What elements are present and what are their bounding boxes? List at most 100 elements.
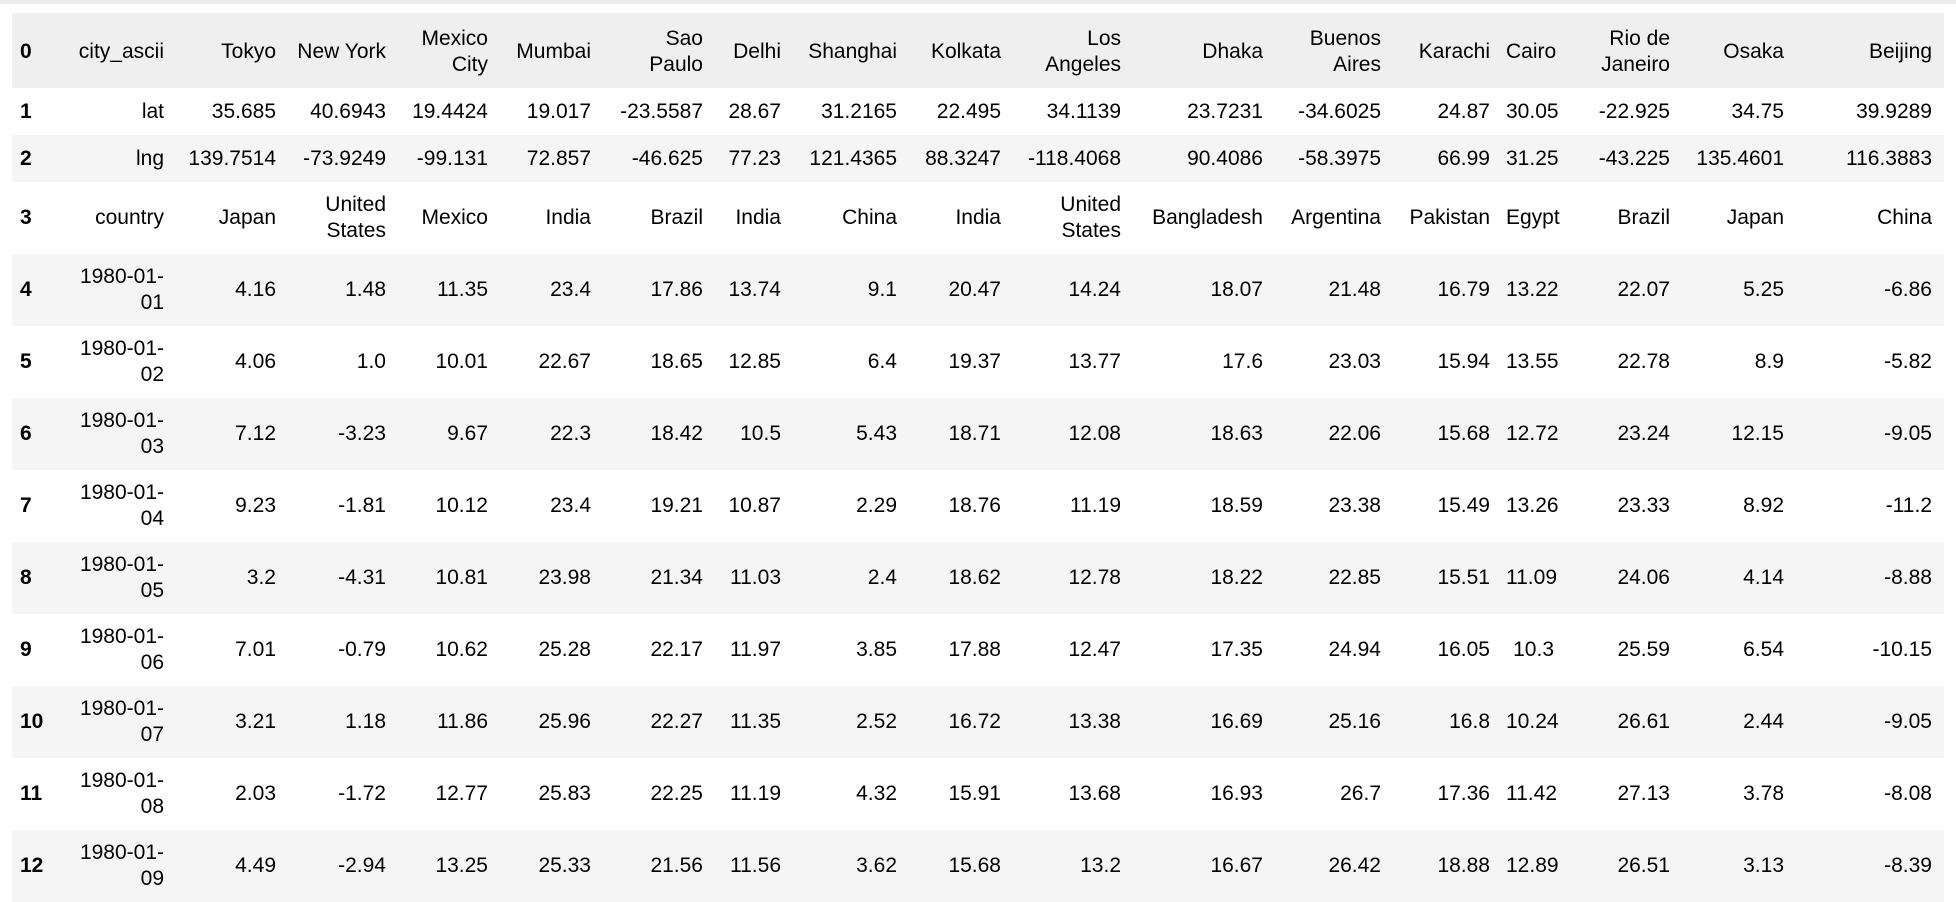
table-cell: 2.52: [856, 710, 897, 733]
column-header-cell: city_ascii: [78, 39, 164, 63]
table-cell: 19.21: [650, 494, 703, 517]
table-cell: 14.24: [1068, 278, 1121, 301]
row-index: 11: [20, 782, 43, 805]
table-row: 2 lng 139.7514 -73.9249 -99.131 72.857 -46.625…: [12, 135, 1944, 182]
table-cell: 12.08: [1068, 422, 1121, 445]
table-cell: 16.69: [1210, 710, 1263, 733]
table-cell: -2.94: [338, 854, 386, 877]
table-cell: 2.4: [867, 566, 897, 589]
row-index: 8: [20, 566, 32, 589]
table-cell: 18.59: [1210, 494, 1263, 517]
table-row: 11 1980-01-08 2.03 -1.72 12.77 25.83 22.25 11.1…: [12, 758, 1944, 830]
table-cell: 11.97: [730, 638, 781, 661]
dataframe-table: 0 city_ascii Tokyo New York Mexico City Mumba…: [12, 13, 1944, 902]
table-cell: 18.07: [1210, 278, 1263, 301]
table-cell: 8.92: [1743, 494, 1784, 517]
table-cell: 10.12: [435, 494, 488, 517]
table-cell: Egypt: [1506, 206, 1560, 229]
table-cell: 11.19: [730, 782, 781, 805]
table-cell: 23.4: [550, 278, 591, 301]
row-index: 2: [20, 146, 32, 170]
table-cell: 11.35: [730, 710, 781, 733]
table-cell: China: [842, 206, 897, 229]
table-cell: 3.78: [1743, 782, 1784, 805]
table-cell: 26.51: [1617, 854, 1670, 877]
table-cell: India: [955, 206, 1001, 229]
table-cell: 21.34: [650, 566, 703, 589]
table-cell: 7.12: [235, 422, 276, 445]
table-cell: 3.85: [856, 638, 897, 661]
table-cell: 12.72: [1506, 422, 1559, 445]
dataframe-body: 0 city_ascii Tokyo New York Mexico City Mumba…: [12, 13, 1944, 902]
row-index: 0: [20, 39, 32, 63]
table-cell: 23.7231: [1187, 99, 1263, 123]
row-index: 10: [20, 710, 44, 733]
table-cell: 7.01: [235, 638, 276, 661]
table-row: 1 lat 35.685 40.6943 19.4424 19.017 -23.5587 28…: [12, 88, 1944, 135]
table-cell: 13.74: [728, 278, 781, 301]
table-cell: 16.79: [1437, 278, 1490, 301]
dataframe-output: 0 city_ascii Tokyo New York Mexico City Mumba…: [12, 13, 1956, 902]
table-row: 12 1980-01-09 4.49 -2.94 13.25 25.33 21.56 11.5…: [12, 830, 1944, 902]
table-cell: 10.87: [728, 494, 781, 517]
table-cell: 3.62: [856, 854, 897, 877]
table-cell: 15.51: [1437, 566, 1490, 589]
table-cell: 3.21: [235, 710, 276, 733]
column-header-cell: Mumbai: [516, 39, 591, 63]
table-cell: -8.39: [1884, 854, 1932, 877]
table-row: 9 1980-01-06 7.01 -0.79 10.62 25.28 22.17 11.97…: [12, 614, 1944, 686]
table-cell: 26.7: [1340, 782, 1381, 805]
table-cell: 15.68: [948, 854, 1001, 877]
table-cell: 139.7514: [188, 146, 276, 170]
table-cell: 13.2: [1080, 854, 1121, 877]
table-cell: 22.85: [1328, 566, 1381, 589]
table-cell: 1980-01-06: [79, 625, 164, 674]
table-cell: 22.27: [650, 710, 703, 733]
row-index: 6: [20, 422, 32, 445]
table-cell: 13.55: [1506, 350, 1559, 373]
table-cell: 12.15: [1731, 422, 1784, 445]
table-cell: 31.2165: [821, 99, 897, 123]
column-header-cell: Dhaka: [1202, 39, 1263, 63]
table-cell: 18.76: [948, 494, 1001, 517]
table-cell: 26.61: [1617, 710, 1670, 733]
table-cell: 25.96: [538, 710, 591, 733]
column-header-cell: Mexico City: [421, 26, 488, 76]
table-cell: 19.017: [526, 99, 591, 123]
table-cell: 40.6943: [310, 99, 386, 123]
column-header-cell: Los Angeles: [1045, 26, 1121, 76]
table-cell: 1.18: [345, 710, 386, 733]
table-row: 6 1980-01-03 7.12 -3.23 9.67 22.3 18.42 10.5 5.4…: [12, 398, 1944, 470]
table-cell: Pakistan: [1409, 206, 1490, 229]
table-cell: -10.15: [1872, 638, 1932, 661]
table-cell: 18.88: [1437, 854, 1490, 877]
table-cell: 10.62: [435, 638, 488, 661]
table-cell: 18.62: [948, 566, 1001, 589]
table-cell: 18.65: [650, 350, 703, 373]
table-cell: 34.75: [1731, 99, 1784, 123]
table-cell: 10.81: [435, 566, 488, 589]
table-cell: 13.77: [1068, 350, 1121, 373]
table-cell: 72.857: [526, 146, 591, 170]
table-cell: -43.225: [1598, 146, 1670, 170]
table-cell: 11.09: [1506, 566, 1557, 589]
table-cell: 18.71: [948, 422, 1001, 445]
table-cell: 28.67: [728, 99, 781, 123]
table-cell: China: [1877, 206, 1932, 229]
table-cell: 5.25: [1743, 278, 1784, 301]
table-cell: 22.07: [1617, 278, 1670, 301]
column-header-cell: Tokyo: [221, 39, 276, 63]
table-cell: 15.91: [948, 782, 1001, 805]
table-cell: 9.67: [447, 422, 488, 445]
table-cell: 1980-01-09: [79, 841, 164, 890]
table-cell: 1980-01-03: [79, 409, 164, 458]
table-cell: 66.99: [1437, 146, 1490, 170]
table-cell: 90.4086: [1187, 146, 1263, 170]
table-cell: 11.03: [730, 566, 781, 589]
table-cell: lng: [135, 146, 164, 170]
table-cell: 39.9289: [1856, 99, 1932, 123]
table-cell: 4.49: [235, 854, 276, 877]
table-cell: country: [95, 206, 164, 229]
table-cell: 23.24: [1617, 422, 1670, 445]
table-cell: 1980-01-07: [79, 697, 164, 746]
